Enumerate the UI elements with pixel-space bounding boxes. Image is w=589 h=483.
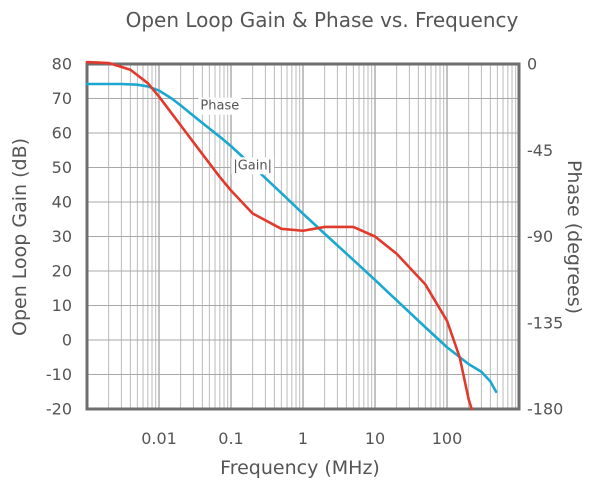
y-tick-label: 20 bbox=[52, 262, 72, 281]
chart-title: Open Loop Gain & Phase vs. Frequency bbox=[126, 8, 519, 32]
series-line-gain bbox=[85, 82, 498, 394]
y-tick-label: 80 bbox=[52, 55, 72, 74]
plot-frame bbox=[85, 62, 521, 411]
y-axis-title: Open Loop Gain (dB) bbox=[9, 138, 31, 336]
grid bbox=[87, 64, 519, 409]
y2-tick-label: -90 bbox=[527, 227, 553, 246]
y2-tick-labels: 0 -45 -90 -135 -180 bbox=[527, 55, 563, 419]
y-tick-label: 10 bbox=[52, 296, 72, 315]
y2-axis-title: Phase (degrees) bbox=[563, 160, 585, 314]
x-tick-label: 10 bbox=[365, 429, 385, 448]
y-tick-label: 0 bbox=[62, 331, 72, 350]
y-tick-label: 40 bbox=[52, 193, 72, 212]
series-label-background bbox=[231, 157, 275, 175]
y-tick-labels: 80 70 60 50 40 30 20 10 0 -10 -20 bbox=[46, 55, 72, 419]
y2-tick-label: -45 bbox=[527, 141, 553, 160]
y2-tick-label: -180 bbox=[527, 400, 563, 419]
x-axis-title: Frequency (MHz) bbox=[220, 457, 380, 479]
series-labels: |Gain| Phase bbox=[198, 97, 275, 175]
x-tick-label: 100 bbox=[432, 429, 463, 448]
series-label-gain: |Gain| bbox=[233, 158, 272, 173]
y-tick-label: 30 bbox=[52, 227, 72, 246]
series-layer bbox=[85, 60, 498, 411]
x-tick-label: 0.01 bbox=[141, 429, 177, 448]
series-line-phase bbox=[85, 60, 473, 411]
y-tick-label: -10 bbox=[46, 365, 72, 384]
y-tick-label: 70 bbox=[52, 89, 72, 108]
y-tick-label: 50 bbox=[52, 158, 72, 177]
y2-tick-label: -135 bbox=[527, 313, 563, 332]
y2-tick-label: 0 bbox=[527, 55, 537, 74]
x-tick-labels: 0.01 0.1 1 10 100 bbox=[141, 429, 462, 448]
series-label-background bbox=[198, 97, 242, 115]
x-tick-label: 1 bbox=[298, 429, 308, 448]
series-label-phase: Phase bbox=[200, 99, 239, 114]
y-tick-label: 60 bbox=[52, 124, 72, 143]
x-tick-label: 0.1 bbox=[218, 429, 243, 448]
y-tick-label: -20 bbox=[46, 400, 72, 419]
